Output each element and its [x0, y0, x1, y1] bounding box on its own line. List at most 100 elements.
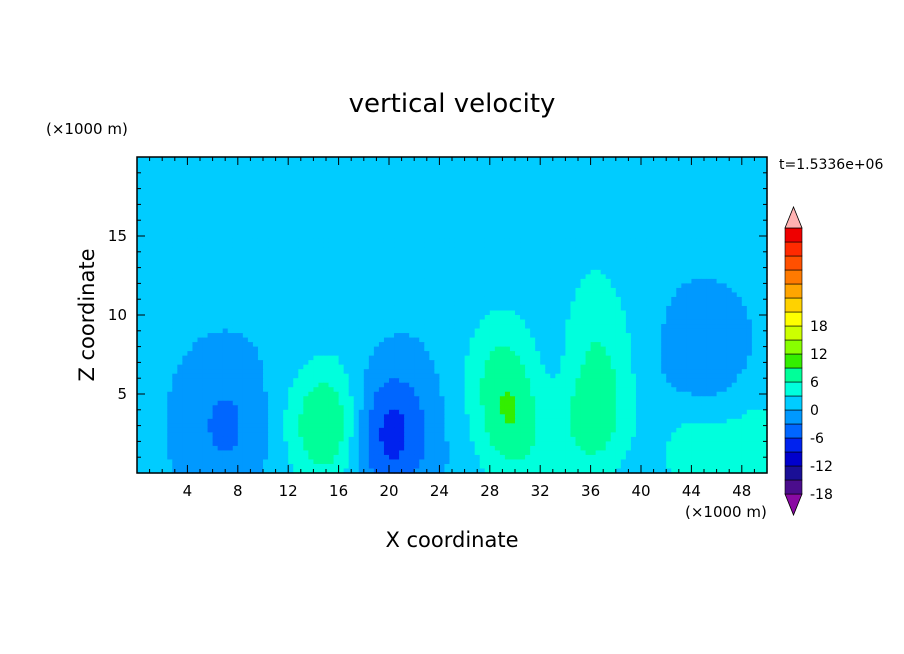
field-cell	[313, 197, 320, 203]
field-cell	[172, 301, 178, 307]
field-cell	[595, 287, 602, 294]
field-cell	[751, 251, 758, 257]
field-cell	[499, 166, 506, 172]
field-cell	[252, 305, 259, 312]
field-cell	[666, 193, 672, 199]
field-cell	[298, 175, 304, 181]
field-cell	[152, 215, 158, 221]
field-cell	[348, 175, 355, 181]
field-cell	[187, 319, 194, 325]
field-cell	[207, 193, 214, 199]
field-cell	[333, 287, 340, 294]
field-cell	[439, 319, 446, 325]
field-cell	[525, 265, 531, 271]
field-cell	[247, 283, 254, 289]
field-cell	[353, 292, 360, 298]
field-cell	[615, 157, 622, 163]
field-cell	[580, 328, 587, 334]
field-cell	[167, 170, 173, 176]
field-cell	[232, 287, 239, 294]
field-cell	[152, 211, 158, 217]
field-cell	[383, 310, 390, 316]
field-cell	[358, 206, 365, 212]
field-cell	[560, 224, 566, 230]
field-cell	[419, 256, 425, 262]
field-cell	[424, 224, 430, 230]
field-cell	[378, 310, 385, 316]
field-cell	[268, 242, 274, 248]
field-cell	[338, 265, 345, 271]
field-cell	[540, 193, 546, 199]
field-cell	[691, 247, 698, 253]
field-cell	[620, 233, 627, 239]
field-cell	[484, 238, 491, 244]
field-cell	[646, 333, 652, 339]
field-cell	[394, 242, 400, 248]
field-cell	[257, 315, 264, 321]
field-cell	[293, 315, 299, 321]
field-cell	[484, 247, 491, 253]
field-cell	[293, 247, 299, 253]
field-cell	[595, 333, 602, 339]
field-cell	[142, 175, 148, 181]
field-cell	[303, 296, 309, 303]
field-cell	[383, 301, 390, 307]
field-cell	[585, 256, 592, 262]
field-cell	[646, 188, 652, 194]
field-cell	[263, 333, 269, 339]
field-cell	[620, 157, 627, 163]
field-cell	[142, 269, 148, 275]
field-cell	[338, 296, 345, 303]
field-cell	[167, 179, 173, 185]
field-cell	[630, 170, 637, 176]
field-cell	[746, 175, 753, 181]
field-cell	[474, 278, 481, 284]
field-cell	[424, 206, 430, 212]
field-cell	[535, 251, 541, 257]
field-cell	[590, 179, 597, 185]
field-cell	[656, 206, 662, 212]
field-cell	[711, 328, 718, 334]
field-cell	[469, 188, 476, 194]
field-cell	[479, 305, 486, 312]
field-cell	[681, 319, 687, 325]
field-cell	[207, 206, 214, 212]
field-cell	[701, 296, 708, 303]
field-cell	[610, 206, 617, 212]
field-cell	[756, 211, 763, 217]
field-cell	[550, 224, 556, 230]
field-cell	[545, 324, 551, 330]
field-cell	[197, 224, 204, 230]
field-cell	[520, 211, 526, 217]
field-cell	[383, 278, 390, 284]
field-cell	[499, 211, 506, 217]
field-cell	[494, 220, 501, 226]
field-cell	[288, 224, 294, 230]
field-cell	[736, 251, 743, 257]
field-cell	[182, 305, 188, 312]
field-cell	[454, 224, 461, 230]
field-cell	[656, 166, 662, 172]
field-cell	[555, 175, 561, 181]
field-cell	[182, 220, 188, 226]
field-cell	[630, 287, 637, 294]
field-cell	[545, 310, 551, 316]
field-cell	[630, 247, 637, 253]
field-cell	[555, 206, 561, 212]
field-cell	[459, 202, 466, 208]
field-cell	[414, 211, 420, 217]
field-cell	[681, 161, 687, 167]
field-cell	[545, 319, 551, 325]
field-cell	[656, 315, 662, 321]
field-cell	[489, 179, 496, 185]
field-cell	[494, 265, 501, 271]
field-cell	[419, 197, 425, 203]
field-cell	[172, 193, 178, 199]
field-cell	[681, 224, 687, 230]
field-cell	[666, 328, 672, 334]
field-cell	[389, 224, 395, 230]
field-cell	[328, 333, 335, 339]
field-cell	[368, 202, 375, 208]
field-cell	[222, 269, 229, 275]
field-cell	[630, 278, 637, 284]
